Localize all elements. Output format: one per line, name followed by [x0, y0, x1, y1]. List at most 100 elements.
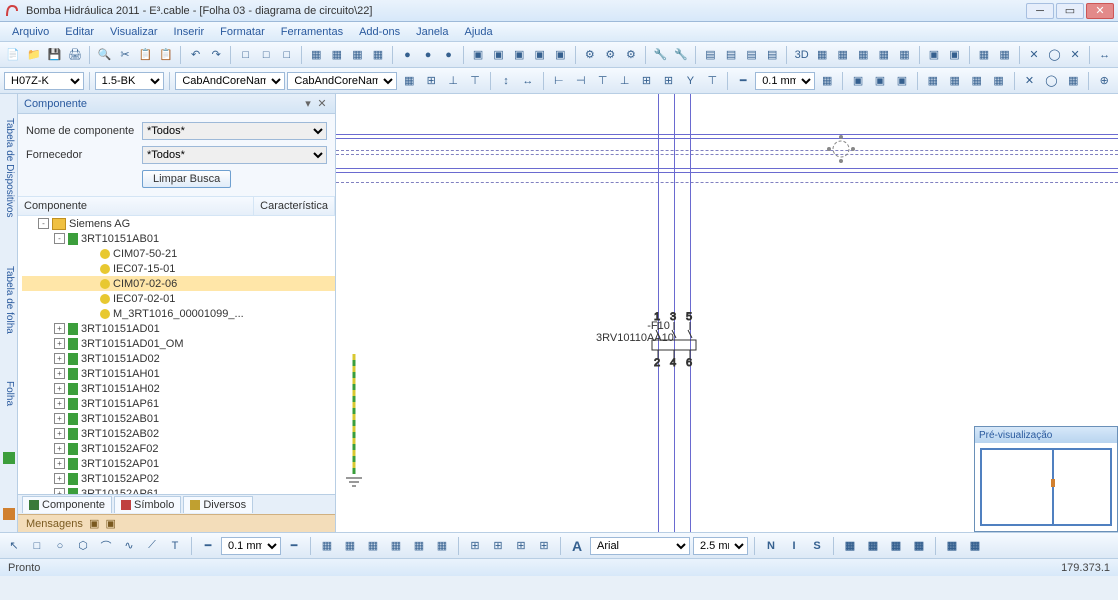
panel-tab[interactable]: Componente [22, 496, 112, 513]
toolbar-button[interactable]: 🔍 [95, 45, 114, 65]
toolbar-button[interactable]: ⊕ [1094, 71, 1114, 91]
tree-node[interactable]: -3RT10151AB01 [22, 231, 335, 246]
toolbar-button[interactable]: 📋 [136, 45, 155, 65]
toolbar-button[interactable]: 🔧 [672, 45, 691, 65]
menu-inserir[interactable]: Inserir [168, 24, 211, 40]
tree-node[interactable]: +3RT10152AB02 [22, 426, 335, 441]
toolbar-button[interactable]: ✂ [116, 45, 135, 65]
text-tool-button[interactable]: A [567, 536, 587, 556]
tree-node[interactable]: IEC07-15-01 [22, 261, 335, 276]
tree-node[interactable]: +3RT10151AD01_OM [22, 336, 335, 351]
toolbar-button[interactable]: ▦ [975, 45, 994, 65]
tree-node[interactable]: +3RT10152AP61 [22, 486, 335, 494]
toolbar-button[interactable]: ⊤ [593, 71, 613, 91]
preview-window[interactable]: Pré-visualização [974, 426, 1118, 532]
toolbar-button[interactable]: □ [278, 45, 297, 65]
tree-node[interactable]: +3RT10151AD02 [22, 351, 335, 366]
menu-visualizar[interactable]: Visualizar [104, 24, 164, 40]
toolbar-button[interactable]: ↔ [1095, 45, 1114, 65]
tree-node[interactable]: IEC07-02-01 [22, 291, 335, 306]
tree-node[interactable]: +3RT10152AB01 [22, 411, 335, 426]
tree-node[interactable]: +3RT10151AH02 [22, 381, 335, 396]
font-size-select[interactable]: 2.5 mm [693, 537, 748, 555]
toolbar-button[interactable]: ▣ [945, 45, 964, 65]
toolbar-button[interactable]: ◯ [1041, 71, 1061, 91]
toolbar-button[interactable]: ⊢ [549, 71, 569, 91]
text-style-button[interactable]: ▦ [909, 536, 929, 556]
toolbar-button[interactable]: ▣ [510, 45, 529, 65]
toolbar-button[interactable]: ⚙ [581, 45, 600, 65]
toolbar-button[interactable]: 3D [792, 45, 811, 65]
toolbar-button[interactable]: 📁 [25, 45, 44, 65]
toolbar-button[interactable]: ▦ [989, 71, 1009, 91]
tree-node[interactable]: +3RT10152AP02 [22, 471, 335, 486]
text-style-button[interactable]: ▦ [840, 536, 860, 556]
draw-tool-button[interactable]: ━ [198, 536, 218, 556]
tree-node[interactable]: +3RT10151AH01 [22, 366, 335, 381]
toolbar-button[interactable]: Y [680, 71, 700, 91]
menu-arquivo[interactable]: Arquivo [6, 24, 55, 40]
minimize-button[interactable]: ─ [1026, 3, 1054, 19]
menu-formatar[interactable]: Formatar [214, 24, 271, 40]
toolbar-button[interactable]: ▦ [833, 45, 852, 65]
col-component[interactable]: Componente [18, 197, 254, 215]
component-tree[interactable]: -Siemens AG-3RT10151AB01CIM07-50-21IEC07… [18, 216, 335, 494]
menu-ferramentas[interactable]: Ferramentas [275, 24, 349, 40]
search-name-select[interactable]: *Todos* [142, 122, 327, 140]
text-style-button[interactable]: ▦ [942, 536, 962, 556]
toolbar-button[interactable]: ▦ [875, 45, 894, 65]
toolbar-button[interactable]: ⊣ [571, 71, 591, 91]
toolbar-button[interactable]: ⊤ [465, 71, 485, 91]
panel-tab[interactable]: Diversos [183, 496, 253, 513]
panel-pin-icon[interactable]: ▾ [301, 97, 315, 111]
toolbar-button[interactable]: ● [439, 45, 458, 65]
menu-janela[interactable]: Janela [410, 24, 454, 40]
panel-tab[interactable]: Símbolo [114, 496, 181, 513]
line-width-select[interactable]: 0.1 mm [755, 72, 815, 90]
toolbar-button[interactable]: ● [398, 45, 417, 65]
drawing-canvas[interactable]: Pré-visualização -F103RV10110AA10135246 [336, 94, 1118, 532]
left-tab-orange-icon[interactable] [0, 506, 17, 522]
toolbar-button[interactable]: ⚙ [601, 45, 620, 65]
toolbar-button[interactable]: ▦ [348, 45, 367, 65]
toolbar-button[interactable]: ⊞ [637, 71, 657, 91]
toolbar-button[interactable]: ✕ [1025, 45, 1044, 65]
draw-tool-button[interactable]: T [165, 536, 185, 556]
toolbar-button[interactable]: ▣ [530, 45, 549, 65]
toolbar-button[interactable]: ↶ [186, 45, 205, 65]
text-style-button[interactable]: N [761, 536, 781, 556]
draw-tool-button[interactable]: ⟋ [142, 536, 162, 556]
toolbar-button[interactable]: ▦ [895, 45, 914, 65]
toolbar-button[interactable]: ⊤ [702, 71, 722, 91]
toolbar-button[interactable]: ▤ [742, 45, 761, 65]
draw-tool-button[interactable]: ▦ [340, 536, 360, 556]
close-button[interactable]: ✕ [1086, 3, 1114, 19]
draw-tool-button[interactable]: ▦ [363, 536, 383, 556]
draw-tool-button[interactable]: ▦ [432, 536, 452, 556]
text-style-button[interactable]: I [784, 536, 804, 556]
toolbar-button[interactable]: ↔ [518, 71, 538, 91]
toolbar-button[interactable]: ↷ [207, 45, 226, 65]
toolbar-button[interactable]: ✕ [1020, 71, 1040, 91]
draw-tool-button[interactable]: ▦ [317, 536, 337, 556]
left-tab-tabela[interactable]: Tabela de folha [0, 262, 17, 338]
draw-tool-button[interactable]: ○ [50, 536, 70, 556]
toolbar-button[interactable]: ▦ [995, 45, 1014, 65]
draw-tool-button[interactable]: ▦ [409, 536, 429, 556]
draw-tool-button[interactable]: ⬡ [73, 536, 93, 556]
toolbar-button[interactable]: ▤ [701, 45, 720, 65]
tree-node[interactable]: CIM07-50-21 [22, 246, 335, 261]
left-tab-green-icon[interactable] [0, 450, 17, 466]
tree-node[interactable]: -Siemens AG [22, 216, 335, 231]
toolbar-button[interactable]: ▣ [848, 71, 868, 91]
toolbar-button[interactable]: 📄 [4, 45, 23, 65]
toolbar-button[interactable]: ▣ [551, 45, 570, 65]
toolbar-button[interactable]: ▣ [469, 45, 488, 65]
wire-gauge-select[interactable]: 1.5-BK [95, 72, 165, 90]
toolbar-button[interactable]: ▦ [967, 71, 987, 91]
draw-tool-button[interactable]: ⊞ [488, 536, 508, 556]
toolbar-button[interactable]: 📋 [157, 45, 176, 65]
font-family-select[interactable]: Arial [590, 537, 690, 555]
draw-tool-button[interactable]: ⊞ [511, 536, 531, 556]
toolbar-button[interactable]: ▣ [489, 45, 508, 65]
